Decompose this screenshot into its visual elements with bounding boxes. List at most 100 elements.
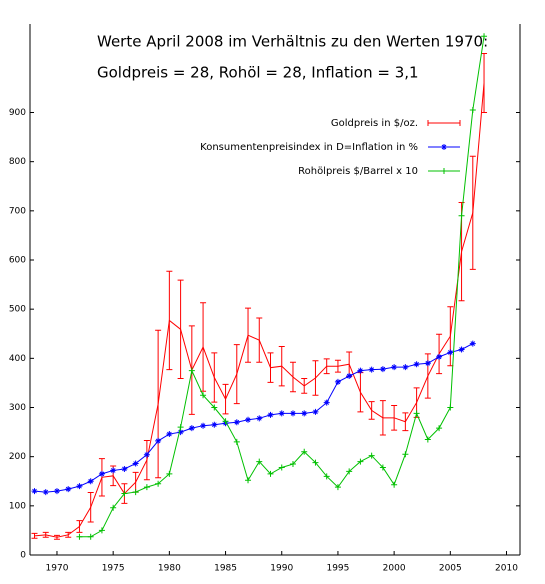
legend-label: Konsumentenpreisindex in D=Inflation in … (200, 142, 418, 153)
point (267, 411, 274, 418)
y-tick-label: 400 (9, 354, 26, 364)
point (143, 484, 150, 491)
point (301, 410, 308, 417)
point (110, 504, 117, 511)
series-line (34, 343, 474, 493)
point (357, 367, 364, 374)
point (402, 364, 409, 371)
point (391, 364, 398, 371)
point (391, 481, 398, 488)
x-tick-label: 2010 (495, 564, 518, 574)
point (76, 483, 83, 490)
point (424, 360, 431, 367)
point (245, 477, 252, 484)
x-tick-label: 2000 (383, 564, 406, 574)
error-bar (391, 405, 398, 431)
error-bar (200, 302, 207, 392)
chart-subtitle: Goldpreis = 28, Rohöl = 28, Inflation = … (97, 64, 419, 82)
y-tick-label: 500 (9, 305, 26, 315)
error-bar (368, 401, 375, 420)
error-bar (245, 307, 252, 363)
point (447, 404, 454, 411)
error-bar (87, 492, 94, 523)
point (166, 431, 173, 438)
error-bar (323, 358, 330, 375)
error-bar (334, 359, 341, 373)
error-bar (211, 352, 218, 403)
y-tick-label: 600 (9, 256, 26, 266)
point (166, 470, 173, 477)
error-bar (76, 520, 83, 533)
point (469, 340, 476, 347)
point (53, 488, 60, 495)
point (368, 452, 375, 459)
legend-label: Goldpreis in $/oz. (331, 118, 418, 129)
error-bar (65, 531, 72, 538)
error-bar (31, 532, 38, 539)
point (469, 107, 476, 114)
y-tick-label: 100 (9, 501, 26, 511)
error-bar (166, 270, 173, 371)
point (211, 421, 218, 428)
error-bar (256, 317, 263, 363)
point (379, 464, 386, 471)
point (222, 418, 229, 425)
error-bar (402, 412, 409, 432)
point (98, 470, 105, 477)
error-bar (289, 361, 296, 393)
point (357, 458, 364, 465)
point (323, 399, 330, 406)
error-bar (42, 531, 49, 538)
point (42, 489, 49, 496)
point (267, 470, 274, 477)
point (278, 464, 285, 471)
legend-swatch (441, 168, 447, 174)
point (278, 410, 285, 417)
point (289, 461, 296, 468)
point (256, 415, 263, 422)
point (436, 353, 443, 360)
x-tick-label: 1985 (214, 564, 237, 574)
point (110, 467, 117, 474)
y-tick-label: 700 (9, 206, 26, 216)
x-tick-label: 1995 (326, 564, 349, 574)
x-tick-label: 1975 (102, 564, 125, 574)
point (188, 367, 195, 374)
legend-swatch (427, 120, 461, 126)
chart-title: Werte April 2008 im Verhältnis zu den We… (97, 33, 488, 51)
point (233, 419, 240, 426)
point (76, 533, 83, 540)
error-bar (357, 372, 364, 413)
error-bar (312, 360, 319, 396)
point (402, 451, 409, 458)
point (132, 489, 139, 496)
point (447, 349, 454, 356)
error-bar (447, 306, 454, 367)
point (233, 438, 240, 445)
point (177, 424, 184, 431)
y-tick-label: 200 (9, 452, 26, 462)
point (155, 437, 162, 444)
error-bar (481, 53, 488, 113)
error-bar (155, 329, 162, 479)
y-tick-label: 800 (9, 157, 26, 167)
series-line (79, 36, 485, 538)
error-bar (301, 377, 308, 394)
x-tick-label: 1970 (46, 564, 69, 574)
point (65, 486, 72, 493)
x-tick-label: 1980 (158, 564, 181, 574)
point (31, 488, 38, 495)
error-bar (379, 400, 386, 436)
point (312, 459, 319, 466)
point (379, 366, 386, 373)
point (301, 448, 308, 455)
point (155, 480, 162, 487)
point (87, 533, 94, 540)
point (424, 436, 431, 443)
point (211, 404, 218, 411)
error-bar (222, 383, 229, 415)
point (334, 484, 341, 491)
error-bar (53, 534, 60, 540)
error-bar (278, 346, 285, 387)
